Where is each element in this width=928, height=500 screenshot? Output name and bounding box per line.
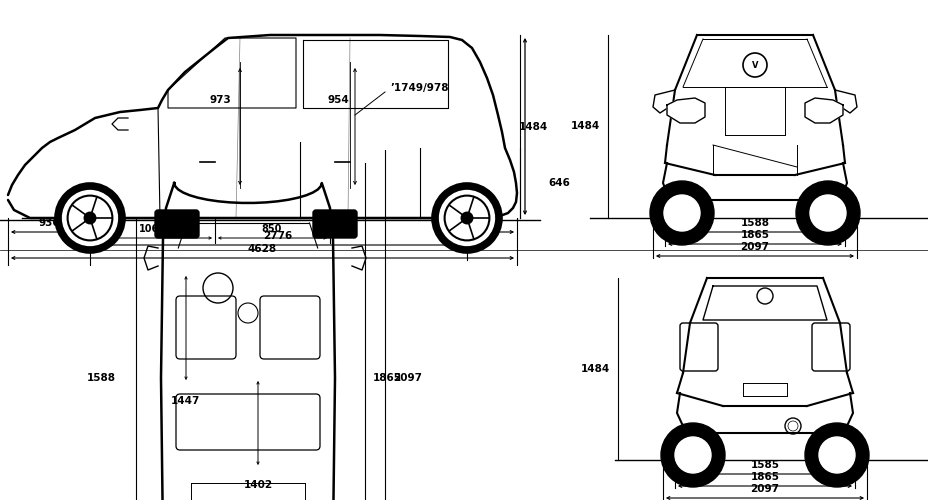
- Text: 1484: 1484: [518, 122, 548, 132]
- Text: 916: 916: [481, 218, 502, 228]
- Text: 850: 850: [262, 224, 282, 234]
- Text: 1588: 1588: [87, 373, 116, 383]
- Text: 973: 973: [209, 95, 231, 105]
- FancyBboxPatch shape: [155, 210, 199, 238]
- Circle shape: [650, 181, 714, 245]
- Text: ’1749/978: ’1749/978: [390, 83, 448, 93]
- Text: 1447: 1447: [171, 396, 200, 406]
- Text: V: V: [751, 60, 757, 70]
- Text: 1865: 1865: [740, 230, 768, 240]
- Circle shape: [439, 190, 495, 246]
- Text: 1484: 1484: [570, 121, 599, 131]
- Circle shape: [62, 190, 118, 246]
- Text: 954: 954: [327, 95, 349, 105]
- Text: 2097: 2097: [393, 373, 421, 383]
- Circle shape: [460, 212, 472, 224]
- Circle shape: [818, 437, 854, 473]
- Circle shape: [664, 195, 699, 231]
- Text: 936: 936: [38, 218, 59, 228]
- Circle shape: [675, 437, 710, 473]
- Circle shape: [805, 423, 868, 487]
- Text: 2097: 2097: [750, 484, 779, 494]
- FancyBboxPatch shape: [313, 210, 356, 238]
- Text: 2097: 2097: [740, 242, 768, 252]
- Text: 1484: 1484: [580, 364, 610, 374]
- Text: 1402: 1402: [243, 480, 272, 490]
- Circle shape: [795, 181, 859, 245]
- Text: 1064: 1064: [138, 224, 165, 234]
- Text: 1865: 1865: [373, 373, 402, 383]
- Circle shape: [809, 195, 845, 231]
- Polygon shape: [666, 98, 704, 123]
- Polygon shape: [805, 98, 842, 123]
- Circle shape: [84, 212, 96, 224]
- Circle shape: [661, 423, 724, 487]
- Text: 646: 646: [548, 178, 569, 188]
- Text: 1865: 1865: [750, 472, 779, 482]
- Text: 4628: 4628: [247, 244, 277, 254]
- Text: 2776: 2776: [264, 231, 292, 241]
- Text: 1588: 1588: [740, 218, 768, 228]
- Text: 1585: 1585: [750, 460, 779, 470]
